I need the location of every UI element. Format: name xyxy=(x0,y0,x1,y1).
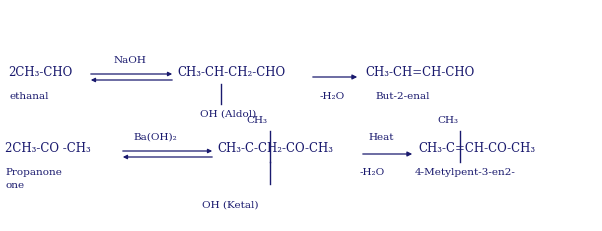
Text: -H₂O: -H₂O xyxy=(360,167,385,176)
Text: 2CH₃-CO -CH₃: 2CH₃-CO -CH₃ xyxy=(5,142,91,155)
Text: CH₃-CH-CH₂-CHO: CH₃-CH-CH₂-CHO xyxy=(177,65,285,78)
Text: 4-Metylpent-3-en2-: 4-Metylpent-3-en2- xyxy=(415,167,516,176)
Text: CH₃-C=CH-CO-CH₃: CH₃-C=CH-CO-CH₃ xyxy=(418,142,535,155)
Text: Propanone: Propanone xyxy=(5,167,62,176)
Text: ethanal: ethanal xyxy=(10,92,49,100)
Text: 2CH₃-CHO: 2CH₃-CHO xyxy=(8,65,72,78)
Text: one: one xyxy=(5,180,24,189)
Text: NaOH: NaOH xyxy=(114,56,146,65)
Text: CH₃-CH=CH-CHO: CH₃-CH=CH-CHO xyxy=(365,65,474,78)
Text: Ba(OH)₂: Ba(OH)₂ xyxy=(133,132,177,141)
Text: CH₃: CH₃ xyxy=(438,116,459,125)
Text: CH₃: CH₃ xyxy=(246,116,267,125)
Text: -H₂O: -H₂O xyxy=(320,92,346,100)
Text: Heat: Heat xyxy=(368,132,394,141)
Text: CH₃-C-CH₂-CO-CH₃: CH₃-C-CH₂-CO-CH₃ xyxy=(217,142,333,155)
Text: But-2-enal: But-2-enal xyxy=(375,92,429,100)
Text: OH (Ketal): OH (Ketal) xyxy=(202,200,258,209)
Text: OH (Aldol): OH (Aldol) xyxy=(200,109,256,119)
